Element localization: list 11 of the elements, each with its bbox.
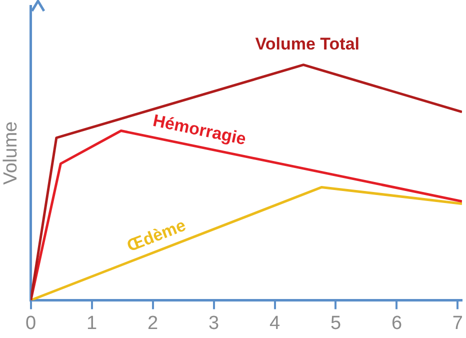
x-tick-label: 6: [391, 312, 402, 334]
x-tick-label: 3: [208, 312, 220, 334]
text: Œdème: [124, 216, 188, 256]
x-tick-label: 5: [330, 312, 342, 334]
series-label: Volume Total: [255, 34, 360, 54]
x-tick-label: 7: [452, 312, 464, 334]
x-tick-label: 0: [26, 312, 36, 334]
x-tick-label: 2: [147, 312, 158, 334]
x-tick-label: 1: [86, 312, 98, 334]
y-axis-title: Volume: [0, 121, 22, 185]
x-tick-label: 4: [269, 312, 280, 334]
